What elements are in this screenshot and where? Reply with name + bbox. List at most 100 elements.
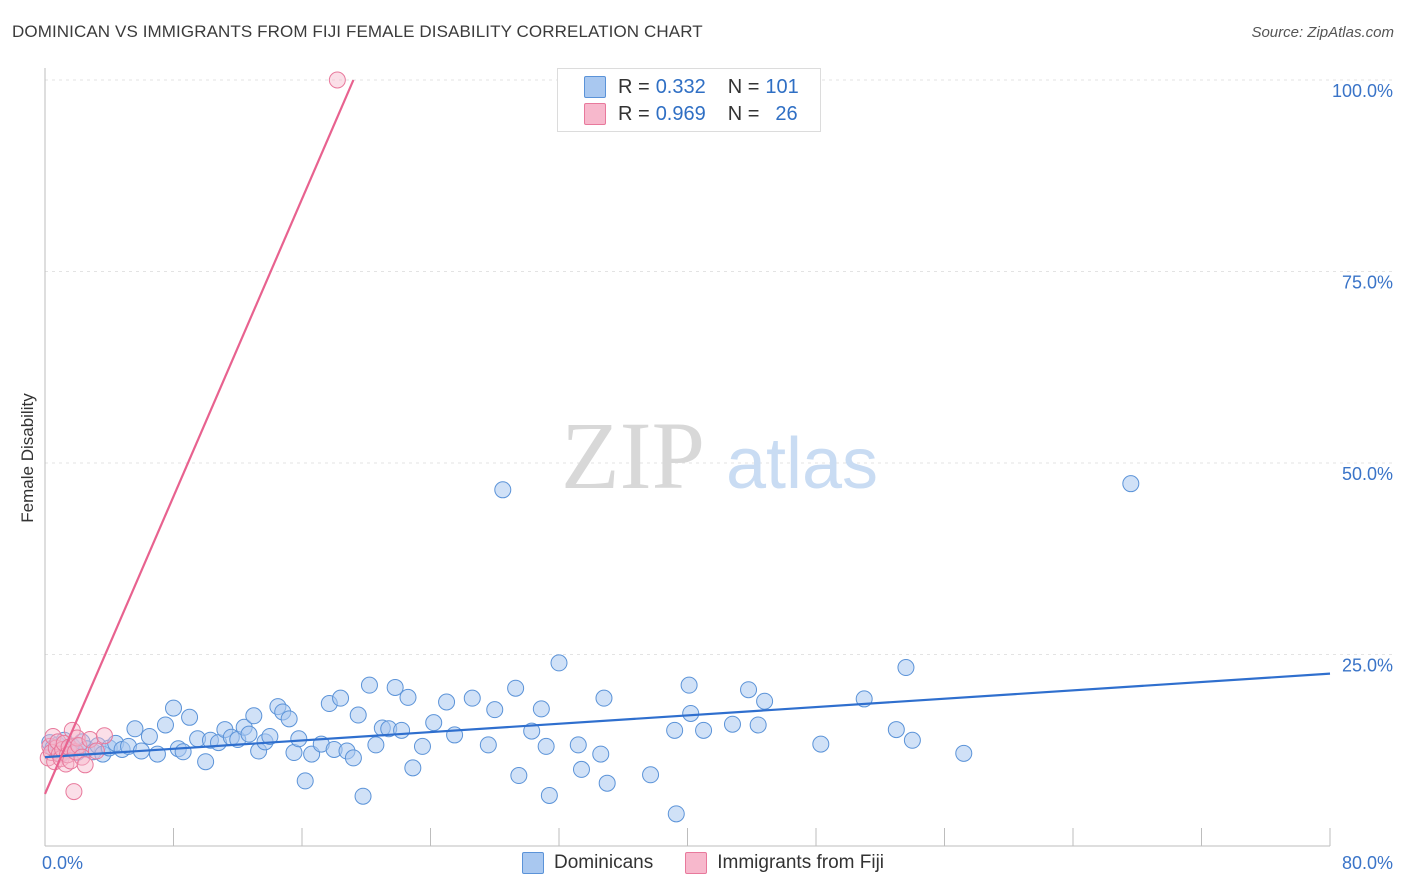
dominican-point bbox=[723, 715, 741, 733]
dominican-point bbox=[550, 654, 568, 672]
dominican-point bbox=[695, 721, 713, 739]
trend-lines bbox=[43, 79, 1331, 795]
dominican-point bbox=[642, 766, 660, 784]
dominican-point bbox=[197, 753, 215, 771]
source-label: Source: ZipAtlas.com bbox=[1251, 24, 1394, 41]
legend-label: Dominicans bbox=[553, 852, 654, 873]
dominican-point bbox=[140, 727, 158, 745]
dominican-point bbox=[532, 700, 550, 718]
fiji-point bbox=[328, 71, 346, 89]
dominican-point bbox=[540, 786, 558, 804]
dominican-point bbox=[756, 692, 774, 710]
x-tick-label: 0.0% bbox=[42, 853, 83, 873]
fiji-trend-line bbox=[43, 79, 355, 795]
blue-swatch bbox=[584, 76, 606, 98]
pink-swatch bbox=[685, 852, 708, 874]
pink-swatch bbox=[584, 103, 606, 125]
y-tick-label: 50.0% bbox=[1342, 464, 1393, 484]
dominican-point bbox=[740, 681, 758, 699]
dominican-point bbox=[569, 736, 587, 754]
y-tick-label: 100.0% bbox=[1332, 81, 1393, 101]
dominican-point bbox=[749, 716, 767, 734]
fiji-point bbox=[87, 742, 105, 760]
watermark: ZIP atlas bbox=[561, 402, 878, 509]
dominican-point bbox=[156, 716, 174, 734]
dominican-point bbox=[393, 721, 411, 739]
dominican-point bbox=[463, 689, 481, 707]
dominican-point bbox=[290, 730, 308, 748]
dominican-point bbox=[572, 760, 590, 778]
fiji-points bbox=[39, 71, 346, 801]
dominican-point bbox=[598, 774, 616, 792]
r-value: 0.332 bbox=[655, 75, 706, 98]
dominican-point bbox=[425, 714, 443, 732]
dominican-point bbox=[1122, 475, 1140, 493]
dominican-point bbox=[887, 721, 905, 739]
dominican-point bbox=[955, 744, 973, 762]
legend-item-dominicans[interactable]: Dominicans bbox=[521, 852, 654, 874]
watermark-zip: ZIP bbox=[561, 402, 705, 509]
dominican-point bbox=[682, 704, 700, 722]
stats-row-fiji: R = 0.969 N = 26 bbox=[558, 101, 798, 127]
y-tick-label: 25.0% bbox=[1342, 656, 1393, 676]
dominican-point bbox=[486, 701, 504, 719]
dominican-point bbox=[399, 688, 417, 706]
fiji-point bbox=[95, 727, 113, 745]
dominican-point bbox=[494, 481, 512, 499]
dominican-point bbox=[523, 722, 541, 740]
x-tick-label: 80.0% bbox=[1342, 853, 1393, 873]
stats-row-dominicans: R = 0.332 N = 101 bbox=[558, 74, 799, 100]
dominican-point bbox=[181, 708, 199, 726]
dominican-point bbox=[404, 759, 422, 777]
dominican-point bbox=[245, 707, 263, 725]
dominican-point bbox=[296, 772, 314, 790]
dominican-point bbox=[344, 749, 362, 767]
stats-legend: R = 0.332 N = 101 R = 0.969 N = 26 bbox=[557, 68, 821, 132]
r-value: 0.969 bbox=[655, 102, 706, 125]
dominican-point bbox=[413, 737, 431, 755]
dominican-point bbox=[360, 676, 378, 694]
dominican-point bbox=[537, 737, 555, 755]
legend-label: Immigrants from Fiji bbox=[717, 852, 885, 873]
n-label: N = bbox=[727, 102, 760, 125]
tick-labels: 25.0% 50.0% 75.0% 100.0% 0.0% 80.0% bbox=[42, 81, 1393, 873]
r-label: R = bbox=[618, 102, 650, 125]
dominican-point bbox=[507, 679, 525, 697]
dominican-point bbox=[812, 735, 830, 753]
chart-title: DOMINICAN VS IMMIGRANTS FROM FIJI FEMALE… bbox=[12, 22, 703, 41]
y-tick-label: 75.0% bbox=[1342, 273, 1393, 293]
n-label: N = bbox=[727, 75, 760, 98]
axes bbox=[44, 68, 1331, 847]
dominican-point bbox=[261, 727, 279, 745]
dominican-point bbox=[510, 767, 528, 785]
dominican-point bbox=[367, 736, 385, 754]
series-legend: Dominicans Immigrants from Fiji bbox=[0, 852, 1406, 874]
r-label: R = bbox=[618, 75, 650, 98]
dominican-point bbox=[280, 710, 298, 728]
dominican-point bbox=[680, 676, 698, 694]
dominican-point bbox=[332, 689, 350, 707]
dominican-point bbox=[438, 693, 456, 711]
legend-item-fiji[interactable]: Immigrants from Fiji bbox=[685, 852, 884, 874]
dominicans-trend-line bbox=[44, 672, 1331, 759]
dominican-point bbox=[354, 787, 372, 805]
n-value: 26 bbox=[775, 102, 798, 125]
dominican-point bbox=[240, 725, 258, 743]
fiji-point bbox=[65, 783, 83, 801]
dominican-point bbox=[903, 731, 921, 749]
dominican-point bbox=[349, 706, 367, 724]
n-value: 101 bbox=[765, 75, 799, 98]
watermark-atlas: atlas bbox=[726, 424, 878, 504]
dominican-point bbox=[897, 659, 915, 677]
blue-swatch bbox=[521, 852, 544, 874]
dominican-point bbox=[667, 805, 685, 823]
dominican-point bbox=[386, 678, 404, 696]
dominican-point bbox=[174, 743, 192, 761]
dominican-point bbox=[126, 720, 144, 738]
dominican-point bbox=[595, 689, 613, 707]
dominican-point bbox=[165, 699, 182, 717]
fiji-point bbox=[62, 752, 80, 770]
dominicans-points bbox=[41, 475, 1140, 823]
dominican-point bbox=[479, 736, 497, 754]
